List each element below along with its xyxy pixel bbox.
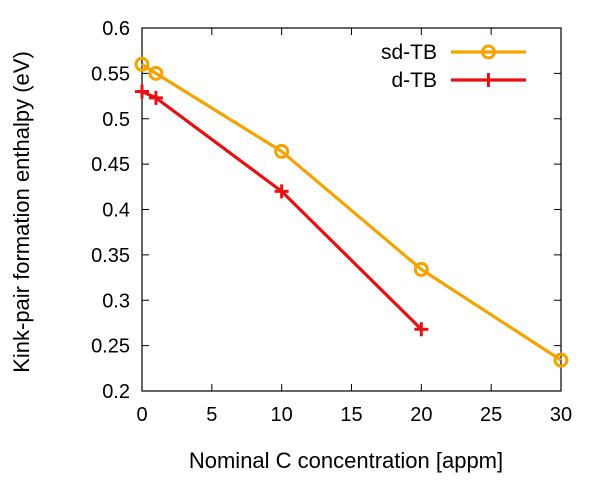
data-point <box>553 352 569 368</box>
y-tick-label: 0.5 <box>102 109 130 131</box>
x-tick-label: 15 <box>340 404 362 426</box>
x-tick-label: 10 <box>271 404 293 426</box>
series-layer <box>134 56 569 368</box>
legend-marker <box>481 73 496 87</box>
legend-label: sd-TB <box>381 41 437 64</box>
legend-item: sd-TB <box>381 41 526 64</box>
y-tick-label: 0.45 <box>91 154 130 176</box>
x-tick-label: 30 <box>550 404 572 426</box>
data-point <box>135 84 149 99</box>
y-tick-label: 0.25 <box>91 336 130 358</box>
x-tick-label: 5 <box>206 404 217 426</box>
y-tick-label: 0.55 <box>91 63 130 85</box>
y-axis-title: Kink-pair formation enthalpy (eV) <box>9 51 34 373</box>
legend-marker <box>481 44 496 60</box>
y-tick-label: 0.2 <box>102 381 130 403</box>
series-line <box>141 62 562 362</box>
x-axis-title: Nominal C concentration [appm] <box>189 448 503 473</box>
x-tick-label: 25 <box>480 404 502 426</box>
y-tick-label: 0.35 <box>91 245 130 267</box>
y-tick-label: 0.4 <box>102 200 130 222</box>
data-point <box>413 261 429 277</box>
legend-label: d-TB <box>391 69 437 92</box>
data-point <box>134 56 150 72</box>
data-point <box>148 65 164 81</box>
series-sd-TB <box>134 56 569 368</box>
legend: sd-TB d-TB <box>381 41 526 92</box>
data-point <box>274 143 290 159</box>
legend-item: d-TB <box>391 69 526 92</box>
x-axis: 0 5 10 15 20 25 30 <box>136 28 572 426</box>
y-axis: 0.2 0.25 0.3 0.35 0.4 0.45 0.5 0.55 0.6 <box>91 18 561 403</box>
series-line <box>141 90 423 331</box>
x-tick-label: 20 <box>410 404 432 426</box>
series-d-TB <box>135 84 429 337</box>
y-tick-label: 0.6 <box>102 18 130 40</box>
data-point <box>414 322 429 337</box>
data-point <box>274 184 289 199</box>
x-tick-label: 0 <box>136 404 147 426</box>
data-point <box>148 90 163 105</box>
y-tick-label: 0.3 <box>102 290 130 312</box>
